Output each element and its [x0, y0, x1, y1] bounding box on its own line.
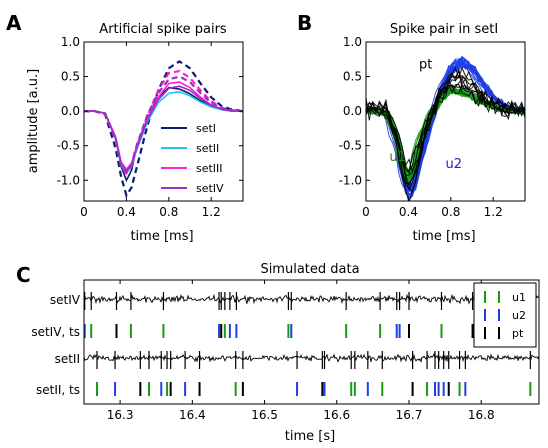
x-tick-label: 0.4 [117, 205, 136, 219]
panel-b-ticks: 0 0.4 0.8 1.2 1.0 0.5 0.0 -0.5 -1.0 [339, 35, 503, 219]
panel-b-chart: Spike pair in setI 0 0.4 0.8 1.2 1.0 0.5 0.0 -0… [339, 22, 526, 244]
y-tick-label: 0.5 [343, 70, 362, 84]
panel-a-ticks: 0 0.4 0.8 1.2 1.0 0.5 0.0 -0.5 -1.0 [57, 35, 243, 219]
panel-b-title: Spike pair in setI [390, 22, 498, 37]
waveform-pt [366, 72, 525, 185]
panel-c-xlabel: time [s] [285, 429, 335, 444]
panel-label-c: C [16, 263, 31, 287]
panel-b-xlabel: time [ms] [412, 229, 475, 244]
x-tick-label: 16.4 [179, 408, 206, 422]
annotation-u2: u2 [446, 157, 463, 172]
x-tick-label: 0.8 [441, 205, 460, 219]
panel-a-chart: Artificial spike pairs 0 0.4 0.8 1.21.00.50… [26, 22, 244, 244]
panel-b-waveforms [366, 55, 525, 201]
y-tick-label: 1.0 [343, 35, 362, 49]
waveform-pt [366, 77, 525, 174]
panel-c-chart: Simulated data 16.3 16.4 16.5 16.6 16.7 16.8 … [31, 262, 540, 444]
panel-c-legend: u1 u2 pt [473, 282, 537, 348]
panel-c-row-labels: setIV setIV, ts setII setII, ts [31, 293, 80, 397]
x-tick-label: 1.2 [202, 205, 221, 219]
y-tick-label: -0.5 [57, 139, 80, 153]
x-tick-label: 16.3 [107, 408, 134, 422]
row-label: setII, ts [36, 383, 80, 397]
trace-setIV [84, 293, 539, 305]
y-tick-label: -1.0 [57, 173, 80, 187]
x-tick-label: 0.4 [399, 205, 418, 219]
legend-label-setI: setI [196, 122, 216, 135]
x-tick-label: 0 [362, 205, 370, 219]
legend-label-pt: pt [512, 327, 524, 340]
legend-box [473, 282, 537, 348]
waveform-pt [366, 79, 525, 177]
trace-setII [84, 352, 539, 364]
panel-a-ylabel: amplitude [a.u.] [26, 69, 41, 173]
panel-a-series [84, 60, 244, 199]
panel-a-xlabel: time [ms] [130, 229, 193, 244]
x-tick-label: 0 [80, 205, 88, 219]
legend-label-setIII: setIII [196, 162, 223, 175]
panel-a-axes-frame [83, 41, 244, 202]
x-tick-label: 1.2 [484, 205, 503, 219]
y-tick-label: 0.0 [61, 104, 80, 118]
panel-b-annotations: pt u1 u2 [389, 57, 462, 172]
y-tick-label: 0.0 [343, 104, 362, 118]
y-tick-label: -0.5 [339, 139, 362, 153]
row-label: setIV [50, 293, 81, 307]
panel-c-axes-frame [83, 279, 540, 405]
panel-c-traces [84, 292, 539, 396]
x-tick-label: 16.8 [468, 408, 495, 422]
x-tick-label: 16.5 [251, 408, 278, 422]
panel-a-title: Artificial spike pairs [99, 22, 227, 37]
annotation-u1: u1 [389, 150, 406, 165]
row-label: setIV, ts [31, 325, 80, 339]
annotation-pt: pt [419, 57, 432, 72]
panel-label-b: B [297, 11, 312, 35]
x-tick-label: 16.7 [396, 408, 423, 422]
legend-label-setIV: setIV [196, 182, 224, 195]
panel-label-a: A [6, 11, 22, 35]
y-tick-label: 1.0 [61, 35, 80, 49]
panel-a-legend: setI setII setIII setIV [161, 122, 224, 195]
panel-b-axes-frame [365, 41, 526, 202]
legend-label-u1: u1 [512, 291, 526, 304]
y-tick-label: -1.0 [339, 173, 362, 187]
panel-c-title: Simulated data [260, 262, 359, 277]
x-tick-label: 0.8 [159, 205, 178, 219]
legend-label-setII: setII [196, 142, 219, 155]
y-tick-label: 0.5 [61, 70, 80, 84]
series-setIV-dashed-line [84, 75, 244, 174]
x-tick-label: 16.6 [323, 408, 350, 422]
legend-label-u2: u2 [512, 309, 526, 322]
row-label: setII [55, 352, 80, 366]
